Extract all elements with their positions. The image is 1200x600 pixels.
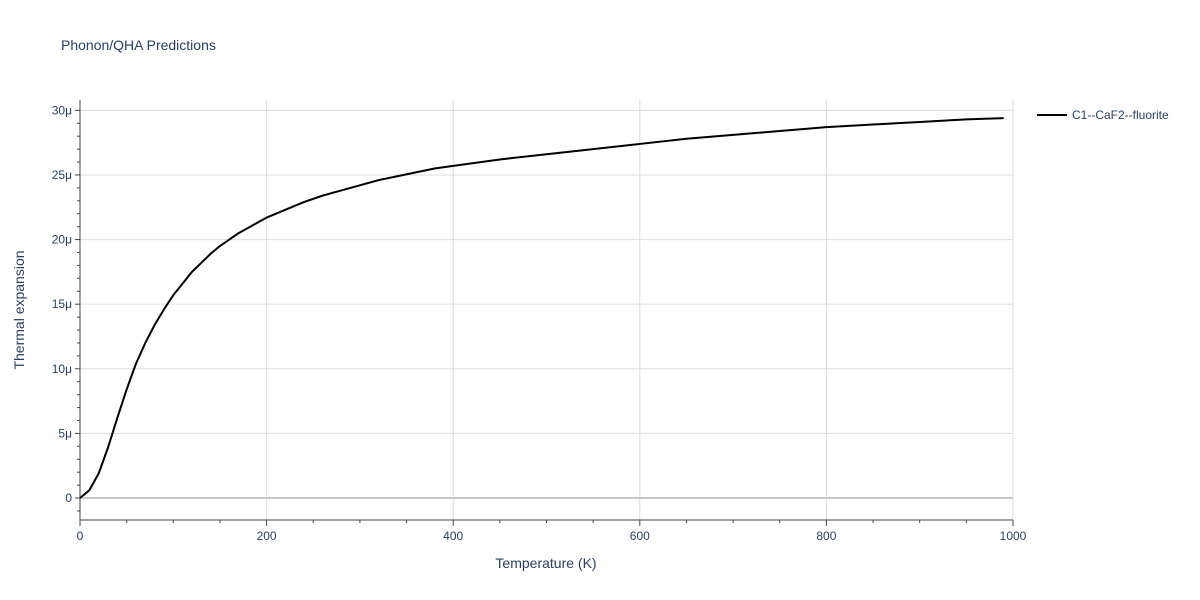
y-gridlines [80, 109, 1013, 500]
plot-area [79, 117, 1004, 499]
x-tick-label: 600 [630, 529, 650, 543]
legend-label: C1--CaF2--fluorite [1072, 108, 1169, 122]
chart-title: Phonon/QHA Predictions [61, 37, 216, 53]
x-tick-label: 800 [816, 529, 836, 543]
x-tick-labels: 0 200 400 600 800 1000 [77, 529, 1027, 543]
y-tick-label: 15μ [52, 297, 72, 311]
y-tick-label: 0 [65, 491, 72, 505]
x-axis-title: Temperature (K) [495, 555, 596, 571]
y-tick-label: 5μ [58, 426, 72, 440]
y-tick-label: 10μ [52, 362, 72, 376]
y-tick-labels: 0 5μ 10μ 15μ 20μ 25μ 30μ [52, 103, 73, 505]
x-tick-label: 200 [257, 529, 277, 543]
y-axis-title: Thermal expansion [11, 250, 27, 369]
y-tick-label: 25μ [52, 168, 72, 182]
y-tick-label: 30μ [52, 103, 72, 117]
series-line[interactable] [79, 117, 1004, 499]
legend[interactable]: C1--CaF2--fluorite [1037, 108, 1169, 122]
axes [75, 100, 1014, 526]
y-tick-label: 20μ [52, 233, 72, 247]
x-tick-label: 1000 [1000, 529, 1027, 543]
x-tick-label: 400 [443, 529, 463, 543]
x-tick-label: 0 [77, 529, 84, 543]
x-gridlines [266, 100, 1014, 520]
